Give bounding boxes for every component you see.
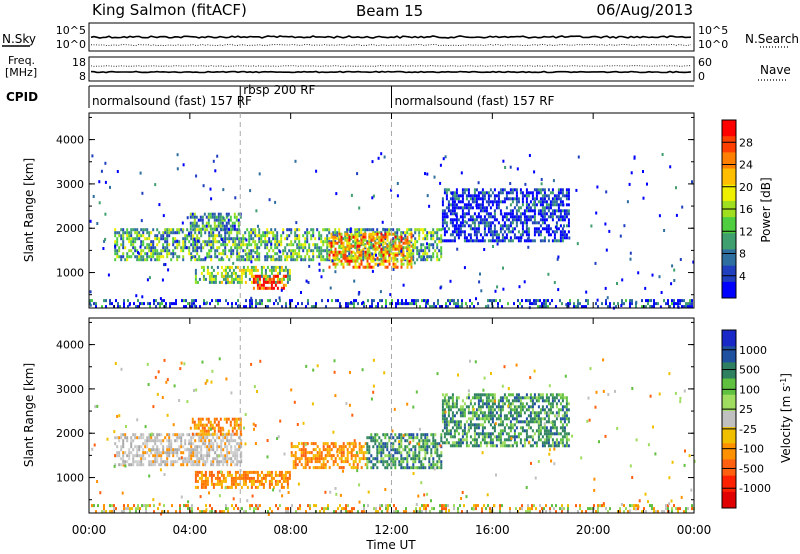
freq-label-1: Freq.	[8, 54, 35, 67]
station-title: King Salmon (fitACF)	[92, 1, 247, 19]
colorbar-tick-label: 8	[739, 248, 746, 261]
x-axis-label: Time UT	[365, 538, 416, 552]
velocity-colorbar-label-main: Velocity [m s	[779, 386, 793, 463]
freq-line	[90, 70, 692, 74]
y-tick-label: 2000	[56, 222, 84, 235]
y-tick-label: 4000	[56, 134, 84, 147]
freq-label-2: [MHz]	[5, 66, 37, 79]
colorbar-tick-label: 100	[739, 383, 760, 396]
x-tick-label: 00:00	[677, 523, 712, 537]
x-tick-label: 12:00	[374, 523, 409, 537]
noise-search-line	[90, 44, 692, 46]
colorbar-tick-label: 16	[739, 203, 753, 216]
date-title: 06/Aug/2013	[596, 1, 693, 19]
noise-sky-label: N.Sky	[2, 32, 36, 46]
velocity-ylabel: Slant Range [km]	[22, 363, 36, 467]
colorbar-tick-label: 24	[739, 159, 753, 172]
power-panel: 1000 2000 3000 4000 Slant Range [km]	[22, 112, 695, 310]
colorbar-tick-label: 12	[739, 225, 753, 238]
nave-label: Nave	[760, 63, 791, 77]
power-colorbar-label: Power [dB]	[759, 177, 773, 242]
colorbar-tick-label: -500	[739, 462, 764, 475]
velocity-colorbar-label-sup: -1	[779, 378, 788, 386]
y-tick-label: 4000	[56, 339, 84, 352]
x-tick-label: 00:00	[72, 523, 107, 537]
cpid-label: CPID	[6, 90, 38, 104]
colorbar-tick-label: -100	[739, 443, 764, 456]
power-ylabel: Slant Range [km]	[22, 158, 36, 262]
velocity-colorbar: 1000 500 100 25 -25 -100 -500 -1000 Velocity [m…	[721, 329, 793, 509]
noise-search-label: N.Search	[745, 32, 799, 46]
colorbar-tick-label: 500	[739, 364, 760, 377]
noise-sky-line	[90, 35, 692, 39]
colorbar-tick-label: 4	[739, 270, 746, 283]
y-tick-label: 1000	[56, 472, 84, 485]
cpid-segment-label: normalsound (fast) 157 RF	[395, 94, 555, 108]
x-tick-label: 20:00	[576, 523, 611, 537]
freq-tick-low: 8	[79, 70, 86, 83]
x-tick-label: 08:00	[273, 523, 308, 537]
nave-tick-low: 0	[698, 70, 705, 83]
velocity-colorbar-label-end: ]	[779, 373, 793, 378]
noise-left-tick-low: 10^0	[56, 38, 86, 51]
colorbar-tick-label: -1000	[739, 482, 771, 495]
nave-tick-high: 60	[698, 56, 712, 69]
colorbar-tick-label: -25	[739, 423, 757, 436]
y-tick-label: 3000	[56, 383, 84, 396]
colorbar-tick-label: 25	[739, 403, 753, 416]
colorbar-tick-label: 20	[739, 181, 753, 194]
x-axis: 00:00 04:00 08:00 12:00 16:00 20:00 00:00	[72, 113, 712, 537]
cpid-segment-label: normalsound (fast) 157 RF	[92, 94, 252, 108]
noise-left-tick-high: 10^5	[56, 24, 86, 37]
noise-right-tick-high: 10^5	[698, 24, 728, 37]
x-tick-label: 16:00	[475, 523, 510, 537]
velocity-colorbar-label: Velocity [m s-1]	[779, 373, 793, 463]
nave-line	[90, 65, 691, 67]
x-tick-label: 04:00	[173, 523, 208, 537]
y-tick-label: 3000	[56, 178, 84, 191]
colorbar-tick-label: 1000	[739, 344, 767, 357]
beam-title: Beam 15	[356, 2, 423, 20]
freq-tick-high: 18	[72, 56, 86, 69]
colorbar-tick-label: 28	[739, 136, 753, 149]
power-colorbar: 4 8 12 16 20 24 28 Power [dB]	[721, 119, 773, 299]
cpid-segment-label: rbsp 200 RF	[243, 83, 315, 97]
y-tick-label: 2000	[56, 427, 84, 440]
freq-panel: Freq. [MHz] 18 8 60 0 Nave	[5, 54, 791, 83]
velocity-panel: 1000 2000 3000 4000 Slant Range [km]	[22, 317, 696, 516]
y-tick-label: 1000	[56, 267, 84, 280]
noise-panel: N.Sky 10^5 10^0 10^5 10^0 N.Search	[2, 22, 799, 52]
noise-right-tick-low: 10^0	[698, 38, 728, 51]
